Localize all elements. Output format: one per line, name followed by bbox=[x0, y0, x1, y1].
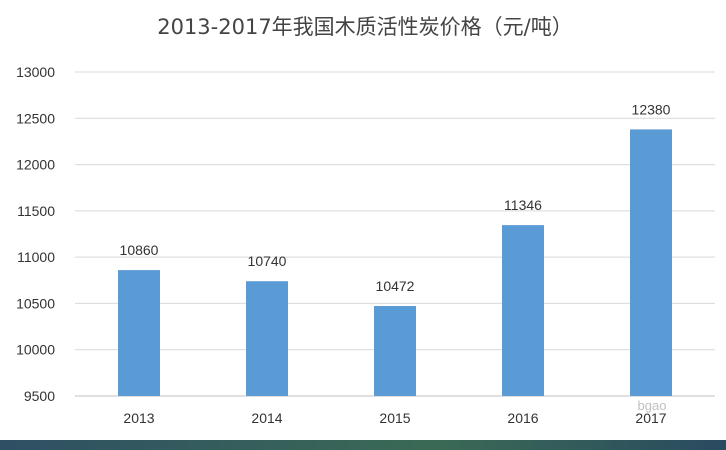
watermark-text: bgao bbox=[638, 398, 667, 413]
bar-2017 bbox=[630, 129, 672, 396]
bar-2013 bbox=[118, 270, 160, 396]
y-tick-label: 12000 bbox=[16, 157, 55, 173]
y-tick-label: 10000 bbox=[16, 342, 55, 358]
bar-2014 bbox=[246, 281, 288, 396]
grid-layer bbox=[75, 71, 715, 397]
data-label-2016: 11346 bbox=[504, 197, 542, 213]
x-axis: 2013 2014 2015 2016 2017 bbox=[123, 410, 666, 426]
y-tick-label: 11500 bbox=[17, 203, 55, 219]
y-tick-label: 11000 bbox=[17, 249, 55, 265]
data-label-2017: 12380 bbox=[632, 101, 671, 117]
y-tick-label: 13000 bbox=[16, 64, 55, 80]
y-tick-label: 9500 bbox=[24, 388, 55, 404]
data-labels: 10860 10740 10472 11346 12380 bbox=[120, 101, 671, 294]
x-tick-label-2017: 2017 bbox=[635, 410, 666, 426]
x-tick-label-2014: 2014 bbox=[251, 410, 282, 426]
bar-2015 bbox=[374, 306, 416, 396]
y-tick-label: 12500 bbox=[16, 110, 55, 126]
bar-2016 bbox=[502, 225, 544, 396]
y-axis: 9500 10000 10500 11000 11500 12000 12500 13000 bbox=[16, 64, 55, 404]
data-label-2013: 10860 bbox=[120, 242, 159, 258]
data-label-2015: 10472 bbox=[376, 278, 415, 294]
bars bbox=[118, 129, 672, 396]
data-label-2014: 10740 bbox=[248, 253, 287, 269]
x-tick-label-2016: 2016 bbox=[507, 410, 538, 426]
bar-chart: 2013-2017年我国木质活性炭价格（元/吨） 9500 10000 10500 1… bbox=[16, 15, 715, 426]
chart-title: 2013-2017年我国木质活性炭价格（元/吨） bbox=[157, 15, 573, 39]
y-tick-label: 10500 bbox=[16, 295, 55, 311]
x-tick-label-2015: 2015 bbox=[379, 410, 410, 426]
x-tick-label-2013: 2013 bbox=[123, 410, 154, 426]
background-strip bbox=[0, 440, 726, 450]
